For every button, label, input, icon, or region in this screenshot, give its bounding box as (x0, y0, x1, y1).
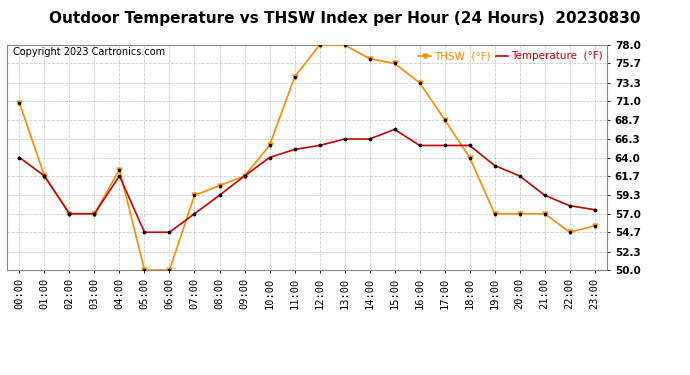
THSW  (°F) (66, 211, 74, 216)
THSW  (°F) (566, 230, 574, 234)
Temperature  (°F) (315, 143, 324, 148)
Line: Temperature  (°F): Temperature (°F) (19, 129, 595, 232)
Temperature  (°F) (415, 143, 424, 148)
Temperature  (°F) (591, 207, 599, 212)
Temperature  (°F) (440, 143, 449, 148)
Temperature  (°F) (15, 155, 23, 160)
Text: Copyright 2023 Cartronics.com: Copyright 2023 Cartronics.com (13, 47, 165, 57)
Temperature  (°F) (190, 211, 199, 216)
Text: Outdoor Temperature vs THSW Index per Hour (24 Hours)  20230830: Outdoor Temperature vs THSW Index per Ho… (49, 11, 641, 26)
THSW  (°F) (491, 211, 499, 216)
Temperature  (°F) (366, 137, 374, 141)
Temperature  (°F) (391, 127, 399, 132)
THSW  (°F) (540, 211, 549, 216)
Line: THSW  (°F): THSW (°F) (17, 43, 597, 272)
Temperature  (°F) (491, 163, 499, 168)
THSW  (°F) (115, 167, 124, 172)
THSW  (°F) (440, 117, 449, 122)
THSW  (°F) (591, 224, 599, 228)
THSW  (°F) (466, 155, 474, 160)
Temperature  (°F) (266, 155, 274, 160)
Temperature  (°F) (340, 137, 348, 141)
THSW  (°F) (266, 143, 274, 148)
Temperature  (°F) (466, 143, 474, 148)
THSW  (°F) (366, 56, 374, 61)
THSW  (°F) (340, 43, 348, 47)
THSW  (°F) (240, 174, 248, 178)
Temperature  (°F) (115, 174, 124, 178)
THSW  (°F) (90, 211, 99, 216)
THSW  (°F) (140, 268, 148, 272)
THSW  (°F) (215, 183, 224, 188)
THSW  (°F) (290, 75, 299, 80)
Temperature  (°F) (566, 204, 574, 208)
THSW  (°F) (190, 193, 199, 198)
THSW  (°F) (515, 211, 524, 216)
Temperature  (°F) (40, 174, 48, 178)
THSW  (°F) (40, 174, 48, 178)
Temperature  (°F) (240, 174, 248, 178)
Temperature  (°F) (140, 230, 148, 234)
Temperature  (°F) (515, 174, 524, 178)
THSW  (°F) (415, 81, 424, 85)
Temperature  (°F) (290, 147, 299, 152)
THSW  (°F) (315, 43, 324, 47)
THSW  (°F) (391, 61, 399, 66)
Temperature  (°F) (215, 193, 224, 198)
Temperature  (°F) (90, 211, 99, 216)
Temperature  (°F) (540, 193, 549, 198)
THSW  (°F) (166, 268, 174, 272)
Temperature  (°F) (166, 230, 174, 234)
THSW  (°F) (15, 100, 23, 105)
Temperature  (°F) (66, 211, 74, 216)
Legend: THSW  (°F), Temperature  (°F): THSW (°F), Temperature (°F) (414, 47, 607, 66)
